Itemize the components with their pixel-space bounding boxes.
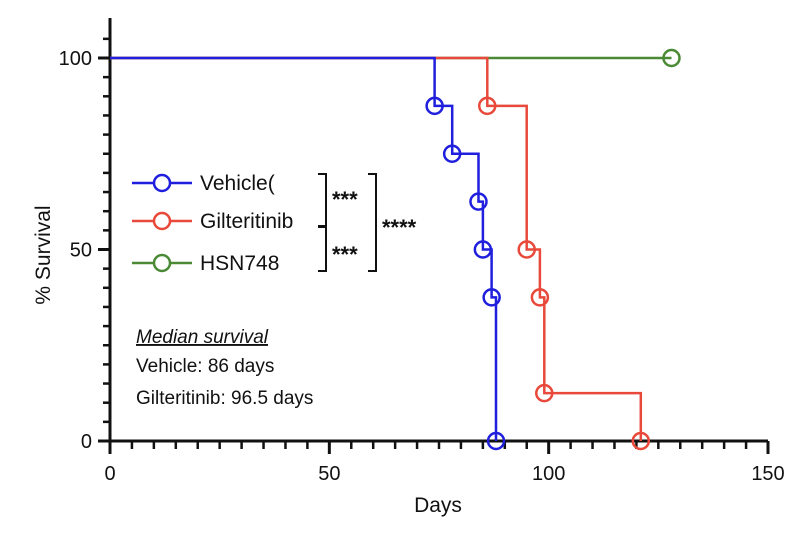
significance-inner-top: ***: [332, 187, 358, 212]
legend-marker: [152, 211, 172, 231]
legend-entry: Gilteritinib: [132, 210, 293, 233]
censor-marker: [469, 192, 488, 211]
x-tick-label: 100: [532, 463, 565, 485]
y-tick-label: 50: [70, 240, 92, 262]
censor-marker: [473, 240, 493, 259]
censor-marker: [425, 96, 444, 116]
significance-inner-bottom: ***: [332, 242, 358, 267]
censor-marker: [517, 240, 536, 259]
x-tick-label: 150: [751, 463, 784, 485]
x-tick-label: 0: [104, 463, 115, 485]
censor-marker: [535, 383, 554, 403]
censor-marker: [478, 96, 497, 116]
median-survival-heading: Median survival: [136, 327, 269, 348]
significance-outer: ****: [382, 215, 417, 240]
bracket-outer: [368, 173, 377, 272]
median-survival-vehicle: Vehicle: 86 days: [136, 356, 274, 377]
censor-marker: [662, 48, 681, 68]
bracket-inner-bottom: [318, 225, 327, 272]
censor-marker: [442, 144, 462, 163]
x-axis-title: Days: [414, 494, 462, 517]
censor-marker: [482, 288, 501, 307]
series-line: [110, 56, 498, 441]
significance-brackets: [318, 173, 377, 272]
x-tick-label: 50: [318, 463, 340, 485]
legend-label: Gilteritinib: [200, 210, 293, 233]
median-survival-gilteritinib: Gilteritinib: 96.5 days: [136, 388, 313, 409]
y-tick-label: 100: [59, 48, 92, 70]
series-1: [110, 56, 651, 451]
legend-entry: Vehicle(: [132, 172, 275, 195]
series-line: [110, 56, 643, 441]
series-group: [110, 48, 681, 451]
legend-label: Vehicle(: [200, 172, 275, 195]
legend-marker: [152, 253, 172, 273]
y-tick-label: 0: [81, 431, 92, 453]
censor-marker: [486, 431, 506, 451]
series-0: [110, 56, 506, 451]
bracket-inner-top: [318, 173, 327, 228]
axes: 0 50 100 0 50 100 150: [59, 18, 785, 485]
legend-marker: [152, 173, 172, 193]
legend-entry: HSN748: [132, 252, 279, 275]
censor-marker: [631, 431, 651, 451]
y-axis-title: % Survival: [32, 205, 55, 304]
censor-marker: [530, 288, 550, 307]
legend: Vehicle( Gilteritinib HSN748: [132, 172, 293, 275]
legend-label: HSN748: [200, 252, 279, 275]
